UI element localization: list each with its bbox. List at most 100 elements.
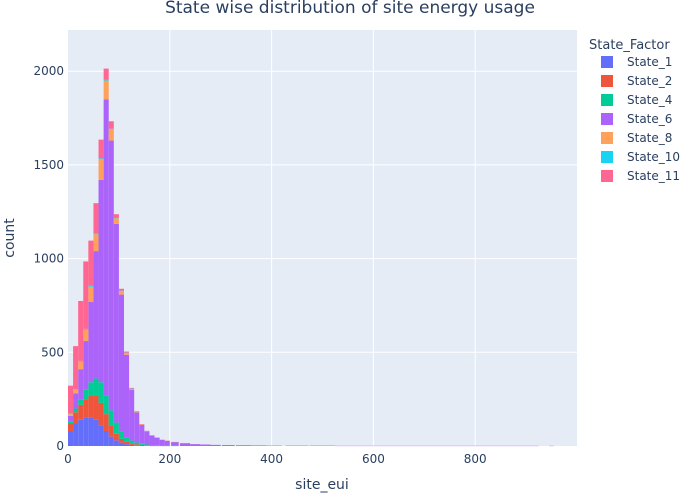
legend-item-State_2[interactable]: State_2: [601, 74, 672, 88]
histogram-bar: [73, 423, 79, 446]
histogram-bar: [83, 341, 89, 390]
histogram-bar: [118, 442, 124, 446]
legend-label: State_8: [627, 131, 672, 145]
histogram-bar: [73, 408, 79, 413]
histogram-bar: [108, 410, 114, 426]
histogram-bar: [134, 411, 140, 413]
histogram-bar: [134, 412, 140, 443]
histogram-bar: [93, 233, 99, 235]
y-tick-label: 1500: [33, 158, 64, 172]
histogram-bar: [129, 444, 135, 446]
histogram-bar: [98, 159, 104, 180]
histogram-bar: [93, 419, 99, 446]
histogram-bar: [93, 378, 99, 396]
histogram-bar: [88, 382, 94, 396]
x-axis-title: site_eui: [295, 477, 349, 493]
legend-title: State_Factor: [589, 38, 670, 53]
histogram-bar: [83, 417, 89, 446]
histogram-bar: [118, 288, 124, 291]
y-tick-label: 500: [41, 345, 64, 359]
histogram-bar: [73, 412, 79, 424]
histogram-bar: [83, 328, 89, 330]
histogram-bar: [68, 423, 74, 432]
histogram-bar: [83, 389, 89, 400]
legend-item-State_1[interactable]: State_1: [601, 55, 672, 69]
histogram-bar: [113, 440, 119, 446]
series-State_10: [68, 79, 135, 415]
histogram-bar: [103, 395, 109, 415]
histogram-bar: [68, 416, 74, 422]
histogram-bar: [73, 346, 79, 390]
histogram-bar: [103, 79, 109, 81]
legend-item-State_11[interactable]: State_11: [601, 169, 680, 183]
histogram-bar: [78, 419, 84, 446]
gridlines: [68, 30, 577, 446]
histogram-bar: [129, 443, 135, 445]
histogram-bar: [98, 402, 104, 426]
histogram-bar: [118, 290, 124, 295]
legend-item-State_8[interactable]: State_8: [601, 131, 672, 145]
legend[interactable]: State_Factor State_1 State_2 State_4 State_…: [589, 38, 680, 183]
histogram-bar: [149, 435, 155, 446]
histogram-bar: [113, 422, 119, 434]
histogram-bar: [68, 385, 74, 414]
chart-title: State wise distribution of site energy u…: [165, 0, 535, 18]
legend-swatch: [601, 75, 613, 87]
histogram-bar: [78, 361, 84, 370]
histogram-bar: [103, 68, 109, 80]
series-State_2: [68, 395, 170, 446]
x-tick-label: 0: [64, 452, 72, 466]
legend-item-State_10[interactable]: State_10: [601, 150, 680, 164]
histogram-bar: [103, 80, 109, 100]
histogram-bar: [88, 395, 94, 418]
histogram-bar: [123, 351, 130, 353]
histogram-bar: [88, 301, 94, 383]
tick-labels: 0 500 1000 1500 2000 0 200 400 600 800: [33, 64, 486, 466]
histogram-bar: [139, 425, 145, 444]
histogram-bar: [129, 387, 135, 389]
histogram-bar: [93, 251, 99, 379]
histogram-bar: [78, 399, 84, 405]
histogram-bar: [129, 388, 135, 390]
histogram-bar: [108, 425, 114, 437]
x-tick-label: 600: [362, 452, 385, 466]
x-tick-label: 400: [260, 452, 283, 466]
histogram-bar: [88, 417, 94, 446]
legend-swatch: [601, 151, 613, 163]
histogram-bar: [108, 436, 114, 446]
histogram-bar: [73, 393, 79, 409]
x-tick-label: 800: [464, 452, 487, 466]
histogram-bar: [98, 382, 104, 403]
histogram-bar: [139, 443, 145, 445]
legend-item-State_4[interactable]: State_4: [601, 93, 672, 107]
y-axis-title: count: [2, 218, 18, 258]
histogram-bar: [78, 404, 84, 420]
histogram-bar: [88, 285, 94, 287]
histogram-bar: [123, 437, 130, 442]
histogram-bar: [113, 218, 119, 224]
histogram-bar: [113, 223, 119, 423]
legend-swatch: [601, 56, 613, 68]
histogram-bar: [235, 445, 252, 446]
y-tick-label: 0: [56, 439, 64, 453]
histogram-bar: [118, 431, 124, 439]
legend-item-State_6[interactable]: State_6: [601, 112, 672, 126]
histogram-bar: [190, 444, 201, 446]
histogram-bar: [113, 214, 119, 218]
histogram-bar: [134, 445, 140, 446]
histogram-bar: [83, 329, 89, 342]
x-tick-label: 200: [158, 452, 181, 466]
histogram-bar: [179, 443, 191, 446]
legend-swatch: [601, 94, 613, 106]
histogram-bar: [144, 431, 150, 445]
histogram-bar: [88, 286, 94, 302]
histogram-bar: [68, 421, 74, 424]
histogram-bar: [108, 129, 114, 141]
histogram-bar: [103, 99, 109, 396]
y-tick-label: 1000: [33, 252, 64, 266]
series-State_8: [68, 80, 179, 443]
histogram-bar: [221, 445, 235, 446]
histogram-bar: [139, 424, 145, 426]
histogram-bar: [200, 444, 211, 446]
